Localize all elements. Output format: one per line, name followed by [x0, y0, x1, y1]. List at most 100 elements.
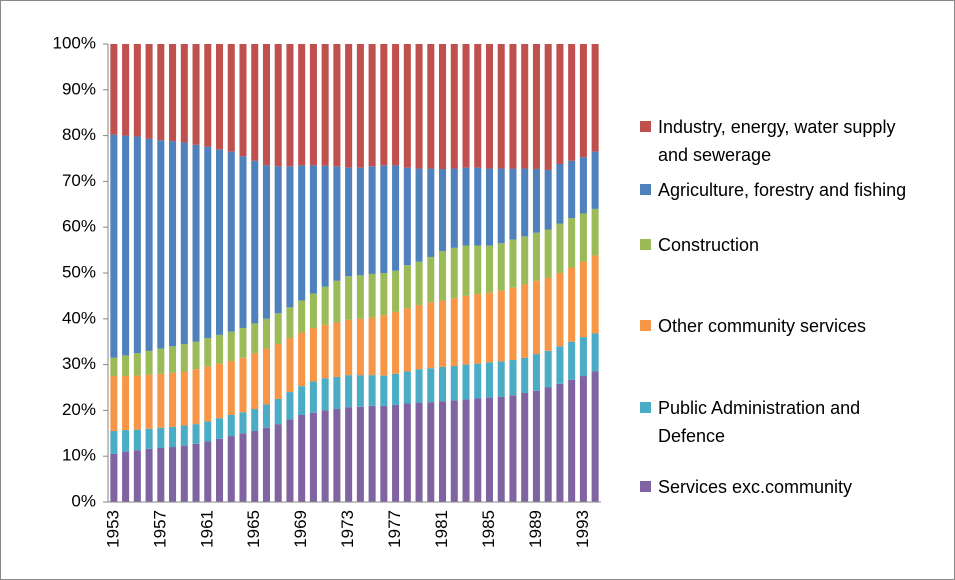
bar-segment: [110, 376, 118, 432]
bar-segment: [356, 406, 364, 502]
bar-segment: [227, 331, 235, 361]
bar-segment: [415, 261, 423, 306]
bar-segment: [485, 168, 494, 246]
x-tick-label: 1981: [432, 510, 451, 548]
bar-segment: [239, 156, 247, 328]
bar-segment: [180, 425, 188, 446]
bar-segment: [485, 245, 494, 293]
bar-segment: [333, 166, 341, 281]
bar-segment: [521, 357, 529, 393]
bar-segment: [556, 44, 564, 164]
bar-segment: [345, 375, 353, 408]
bar-segment: [333, 409, 341, 502]
bar-segment: [321, 165, 329, 287]
bar-segment: [556, 163, 564, 224]
bar-segment: [579, 213, 587, 262]
bar-segment: [345, 407, 353, 502]
bar-segment: [204, 421, 212, 442]
bar-segment: [157, 373, 165, 428]
y-tick-label: 10%: [62, 446, 96, 465]
x-tick-label: 1985: [479, 510, 498, 548]
bar-segment: [439, 401, 447, 502]
bar-segment: [298, 44, 306, 166]
bar-segment: [485, 362, 494, 398]
bar-segment: [474, 398, 482, 502]
bar-segment: [497, 44, 505, 169]
bar-segment: [579, 261, 587, 338]
bar-segment: [309, 327, 317, 382]
bar-segment: [110, 431, 118, 454]
bar-segment: [474, 167, 482, 246]
bar-segment: [122, 135, 130, 356]
bar-segment: [180, 142, 188, 344]
bar-segment: [591, 371, 599, 502]
legend-label: Industry, energy, water supply and sewer…: [658, 117, 896, 165]
x-tick-label: 1977: [385, 510, 404, 548]
bar-segment: [497, 290, 505, 362]
bar-segment: [544, 229, 552, 278]
bar-segment: [157, 427, 165, 448]
x-tick-label: 1957: [150, 510, 169, 548]
bar-segment: [122, 451, 130, 502]
bar-segment: [544, 350, 552, 388]
bar-segment: [591, 255, 599, 334]
bar-segment: [262, 318, 270, 349]
bar-segment: [133, 429, 141, 451]
bar-segment: [239, 433, 247, 502]
bar-segment: [579, 44, 587, 158]
bar-segment: [180, 445, 188, 502]
bar-segment: [133, 450, 141, 502]
x-tick-label: 1969: [291, 510, 310, 548]
bar-segment: [321, 378, 329, 411]
bar-segment: [169, 141, 177, 347]
bar-segment: [122, 430, 130, 452]
bar-segment: [274, 313, 282, 344]
legend-swatch: [640, 402, 651, 413]
bar-segment: [556, 223, 564, 273]
bar-segment: [345, 44, 353, 168]
bar-segment: [122, 355, 130, 377]
bar-segment: [169, 346, 177, 373]
legend-label: Other community services: [658, 316, 867, 336]
bar-segment: [556, 273, 564, 347]
bar-segment: [509, 239, 517, 288]
bar-segment: [262, 348, 270, 405]
bar-segment: [192, 44, 200, 145]
bar-segment: [568, 160, 576, 219]
bar-segment: [298, 300, 306, 333]
bar-segment: [286, 307, 294, 339]
bar-segment: [110, 357, 118, 377]
bar-segment: [450, 168, 458, 248]
bar-segment: [309, 165, 317, 294]
bar-segment: [415, 44, 423, 169]
y-tick-label: 50%: [62, 262, 96, 281]
bar-segment: [380, 44, 388, 166]
bar-segment: [392, 165, 400, 271]
bar-segment: [286, 166, 294, 308]
y-tick-label: 90%: [62, 79, 96, 98]
y-tick-label: 100%: [53, 33, 96, 52]
bar-segment: [532, 44, 540, 170]
bar-segment: [227, 360, 235, 415]
bar-segment: [544, 169, 552, 230]
legend-swatch: [640, 481, 651, 492]
bar-segment: [251, 44, 259, 161]
bar-segment: [427, 402, 435, 502]
bar-segment: [286, 392, 294, 420]
bar-segment: [333, 280, 341, 323]
bar-segment: [192, 144, 200, 342]
bar-segment: [485, 397, 494, 502]
bar-segment: [262, 44, 270, 166]
legend-label: Public Administration and Defence: [658, 398, 861, 446]
bar-segment: [579, 157, 587, 214]
bar-segment: [204, 146, 212, 339]
bar-segment: [239, 412, 247, 434]
bar-segment: [321, 410, 329, 502]
bar-segment: [427, 368, 435, 403]
bar-segment: [157, 44, 165, 141]
bar-segment: [462, 364, 470, 400]
bar-segment: [427, 256, 435, 303]
bar-segment: [368, 405, 376, 502]
bar-segment: [368, 375, 376, 406]
